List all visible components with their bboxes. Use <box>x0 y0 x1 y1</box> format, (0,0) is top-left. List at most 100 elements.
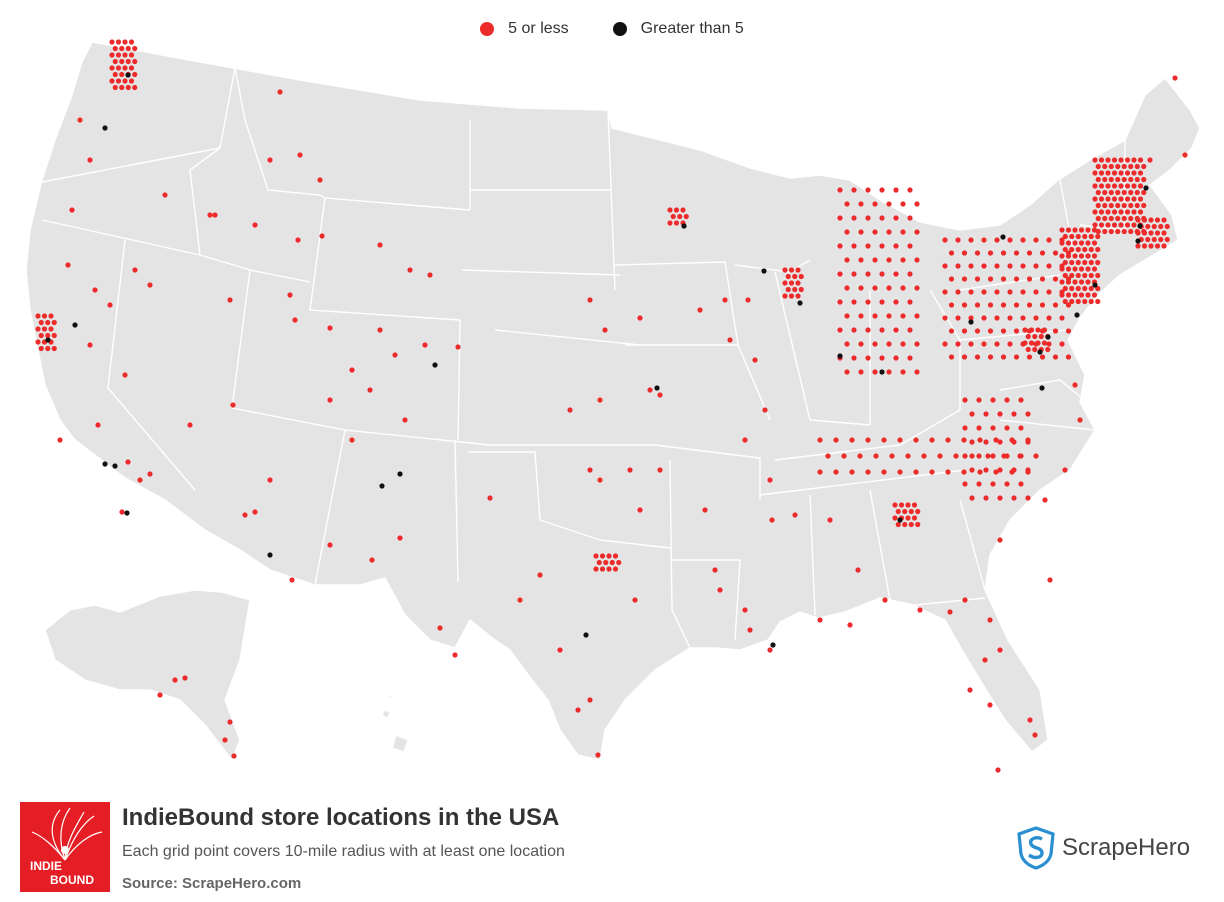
store-dot <box>1118 222 1124 228</box>
store-dot <box>1105 157 1111 163</box>
store-dot <box>1018 425 1024 431</box>
store-dot <box>893 215 899 221</box>
store-dot <box>886 341 892 347</box>
store-dot <box>1075 285 1081 292</box>
store-dot <box>1115 176 1121 183</box>
store-dot <box>1018 397 1024 403</box>
store-dot <box>929 437 935 443</box>
store-dot <box>997 467 1003 473</box>
store-dot <box>575 707 581 713</box>
store-dot <box>1065 227 1072 233</box>
legend-dot-red <box>480 22 495 36</box>
store-dot <box>983 467 989 473</box>
store-dot <box>1128 163 1134 170</box>
store-dot <box>886 313 892 319</box>
store-dot <box>48 326 54 332</box>
store-dot <box>317 177 323 183</box>
store-dot <box>900 285 906 291</box>
store-dot <box>392 352 398 358</box>
store-dot <box>1052 276 1059 282</box>
store-dot <box>917 607 923 613</box>
store-dot <box>881 469 887 475</box>
store-dot-high <box>102 125 108 131</box>
store-dot <box>327 397 333 403</box>
store-dot <box>1035 327 1041 333</box>
store-dot <box>1091 240 1098 246</box>
store-dot-high <box>1137 223 1143 229</box>
store-dot <box>742 437 748 443</box>
store-dot <box>1102 163 1108 170</box>
store-dot <box>921 453 927 459</box>
store-dot <box>1062 285 1068 292</box>
store-dot-high <box>968 319 974 325</box>
store-dot <box>977 469 983 475</box>
store-dot <box>962 397 968 403</box>
store-dot <box>1137 196 1144 202</box>
store-dot <box>1047 577 1053 583</box>
store-dot <box>857 453 863 459</box>
store-dot <box>982 657 988 663</box>
store-dot <box>1013 354 1020 360</box>
store-dot <box>955 237 961 243</box>
store-dot <box>1039 250 1046 256</box>
store-dot <box>77 117 83 123</box>
store-dot <box>287 292 293 298</box>
store-dot <box>897 437 903 443</box>
store-dot <box>319 233 325 239</box>
store-dot <box>57 437 63 443</box>
store-dot <box>1124 170 1131 176</box>
store-dot <box>974 276 981 282</box>
store-dot <box>1000 276 1007 282</box>
store-dot <box>1115 189 1121 196</box>
store-dot <box>1059 263 1065 269</box>
store-dot <box>872 341 878 347</box>
store-dot <box>1033 453 1039 459</box>
store-dot <box>132 58 138 65</box>
store-dot <box>597 477 603 483</box>
store-dot <box>881 437 887 443</box>
store-dot <box>851 215 857 221</box>
store-dot <box>942 315 948 321</box>
store-dot <box>767 647 773 653</box>
store-dot <box>981 315 987 321</box>
store-dot <box>1124 157 1131 163</box>
store-dot <box>1145 236 1151 243</box>
store-dot <box>1092 209 1098 215</box>
store-dot <box>788 293 795 299</box>
store-dot <box>147 471 153 477</box>
store-dot <box>872 257 878 263</box>
store-dot <box>993 437 999 443</box>
store-dot <box>557 647 563 653</box>
store-dot <box>112 45 118 52</box>
store-dot <box>87 342 93 348</box>
legend-item-low: 5 or less <box>480 20 569 38</box>
store-dot <box>752 357 758 363</box>
store-dot <box>35 339 41 345</box>
store-dot <box>367 387 373 393</box>
store-dot <box>817 469 823 475</box>
store-dot <box>119 84 125 91</box>
store-dot <box>1000 302 1007 308</box>
store-dot <box>1004 425 1010 431</box>
store-dot <box>1105 196 1111 202</box>
store-dot <box>865 215 871 221</box>
store-dot <box>995 767 1001 773</box>
svg-text:BOUND: BOUND <box>50 873 94 887</box>
store-dot <box>267 157 273 163</box>
store-dot <box>627 467 633 473</box>
store-dot-high <box>770 642 776 648</box>
store-dot <box>1085 240 1091 246</box>
store-dot <box>907 243 913 249</box>
store-dot <box>1128 176 1134 183</box>
store-dot <box>702 507 708 513</box>
store-dot <box>537 572 543 578</box>
store-dot <box>1137 170 1144 176</box>
store-dot <box>1011 439 1017 445</box>
store-dot <box>1148 243 1154 249</box>
store-dot <box>162 192 168 198</box>
store-dot <box>942 263 948 269</box>
store-dot <box>893 299 899 305</box>
store-dot <box>1026 328 1033 334</box>
store-dot <box>1141 202 1147 209</box>
store-dot <box>782 280 788 286</box>
